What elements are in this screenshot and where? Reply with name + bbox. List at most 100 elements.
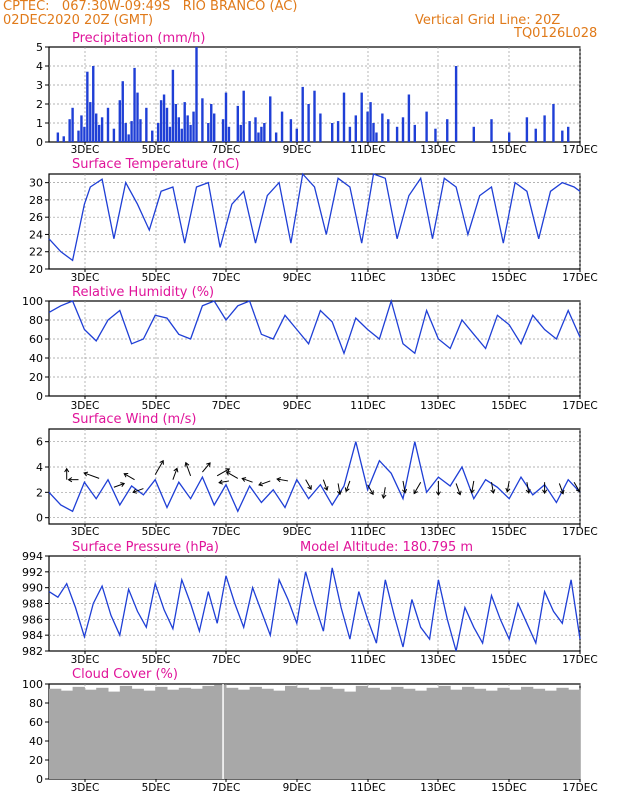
- wind-arrow-head: [159, 459, 164, 465]
- precip-bar: [375, 132, 378, 142]
- wind-arrow-head: [413, 489, 418, 495]
- wind-arrow: [226, 471, 239, 479]
- wind-title: Surface Wind (m/s): [72, 412, 196, 427]
- wind-arrow-head: [225, 468, 231, 473]
- wind-arrow-head: [173, 467, 179, 473]
- press-xtick-label: 17DEC: [562, 654, 597, 666]
- wind-arrow-head: [542, 489, 548, 495]
- temp-ytick-label: 22: [29, 246, 43, 259]
- precip-bar: [269, 96, 272, 142]
- rh-title: Relative Humidity (%): [72, 285, 214, 300]
- precip-bar: [213, 113, 216, 142]
- precip-bar: [133, 67, 136, 142]
- rh-xtick-label: 15DEC: [491, 400, 526, 412]
- precip-bar: [407, 94, 411, 142]
- wind-arrow-head: [456, 490, 462, 496]
- cloud-bar: [202, 685, 215, 779]
- precip-bar: [168, 126, 172, 142]
- precip-bar: [156, 123, 160, 142]
- wind-arrow-head: [83, 471, 89, 477]
- press-ytick-label: 994: [22, 550, 43, 563]
- wind-arrow-head: [323, 485, 329, 491]
- wind-arrow: [154, 460, 164, 475]
- precip-bar: [381, 113, 384, 142]
- precip-bar: [127, 134, 130, 142]
- wind-arrow-head: [435, 491, 441, 496]
- rh-line: [48, 298, 581, 356]
- cloud-bar: [119, 685, 133, 779]
- cloud-bar: [308, 689, 321, 779]
- cloud-bar: [261, 688, 274, 779]
- cloud-bar: [344, 691, 357, 779]
- cloud-ytick-label: 20: [29, 754, 43, 767]
- wind-arrow-head: [490, 489, 496, 494]
- wind-xtick-label: 15DEC: [491, 526, 526, 538]
- cloud-bar: [320, 686, 333, 779]
- wind-arrow-head: [402, 488, 408, 494]
- wind-arrow: [471, 480, 475, 493]
- press-xtick-label: 11DEC: [350, 654, 385, 666]
- wind-ytick-label: 6: [36, 436, 43, 449]
- precip-bar: [313, 90, 316, 142]
- temp-xtick-label: 13DEC: [420, 272, 455, 284]
- cloud-bar: [521, 686, 534, 779]
- precip-bar: [89, 102, 92, 142]
- wind-arrow-head: [525, 489, 531, 494]
- cloud-xtick-label: 15DEC: [491, 782, 526, 794]
- press-ytick-label: 988: [22, 598, 43, 611]
- cloud-bar: [544, 690, 557, 779]
- precip-bar: [210, 104, 213, 142]
- cloud-bar: [426, 687, 439, 779]
- wind-frame: [48, 428, 581, 525]
- wind-arrow: [305, 479, 312, 490]
- cloud-bar: [497, 687, 510, 779]
- precip-xtick-label: 5DEC: [142, 144, 171, 156]
- precip-bar: [401, 117, 405, 142]
- precip-bar: [62, 136, 65, 142]
- cloud-title: Cloud Cover (%): [72, 667, 178, 682]
- temp-xtick-label: 5DEC: [142, 272, 171, 284]
- wind-arrow-head: [469, 488, 475, 494]
- rh-ytick-label: 0: [36, 390, 43, 403]
- wind-arrow-head: [575, 487, 581, 493]
- cloud-bar: [237, 689, 251, 779]
- wind-arrow: [219, 480, 230, 484]
- precip-bar: [68, 119, 71, 142]
- cloud-bar: [249, 686, 262, 779]
- wind-arrow-head: [381, 494, 387, 500]
- cloud-ytick-label: 0: [36, 773, 43, 786]
- precip-bar: [201, 98, 204, 142]
- precip-bar: [71, 107, 74, 142]
- precip-bar: [561, 130, 564, 142]
- wind-arrow: [455, 483, 461, 495]
- precip-bar: [413, 124, 416, 142]
- precip-bar: [342, 92, 346, 142]
- precip-bar: [336, 121, 340, 142]
- precip-bar: [145, 107, 148, 142]
- precip-bar: [387, 119, 390, 142]
- rh-xtick-label: 11DEC: [350, 400, 385, 412]
- cloud-ytick-label: 60: [29, 716, 43, 729]
- precip-bar: [395, 126, 399, 142]
- press-ytick-label: 982: [22, 645, 43, 658]
- cloud-bar: [438, 685, 451, 779]
- wind-arrow-head: [206, 462, 211, 467]
- precip-bar: [162, 94, 166, 142]
- cloud-ytick-label: 80: [29, 697, 43, 710]
- precip-bar: [348, 126, 352, 142]
- wind-xtick-label: 5DEC: [142, 526, 171, 538]
- wind-arrow-head: [132, 488, 138, 494]
- wind-arrow: [113, 483, 125, 488]
- wind-xtick-label: 11DEC: [350, 526, 385, 538]
- precip-bar: [174, 104, 178, 142]
- wind-arrow-head: [67, 477, 73, 483]
- wind-arrow-head: [307, 485, 312, 491]
- cloud-bar: [391, 686, 404, 779]
- precip-bar: [207, 123, 210, 142]
- temp-xtick-label: 11DEC: [350, 272, 385, 284]
- wind-arrow-head: [184, 461, 190, 467]
- temp-title: Surface Temperature (nC): [72, 157, 240, 172]
- precip-bar: [112, 128, 116, 142]
- precip-ytick-label: 5: [36, 41, 43, 54]
- cloud-bar: [485, 690, 498, 779]
